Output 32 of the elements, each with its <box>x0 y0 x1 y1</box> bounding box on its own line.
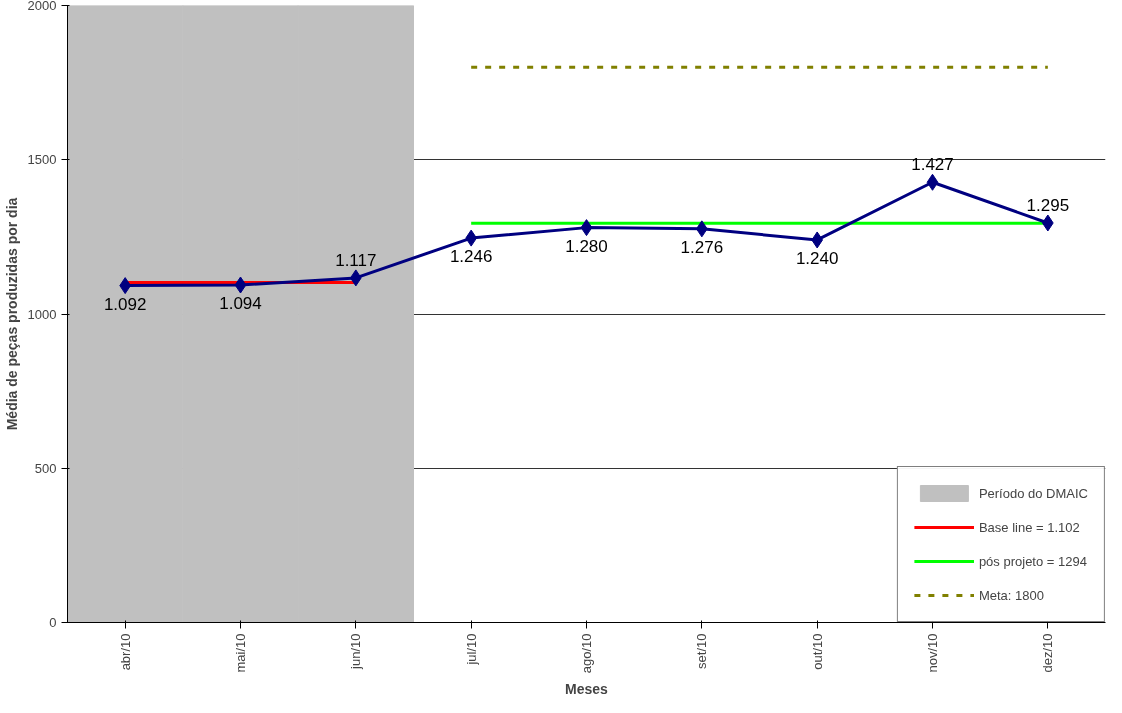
data-label: 1.246 <box>449 247 493 267</box>
point <box>926 173 939 191</box>
legend-label: Período do DMAIC <box>978 485 1088 501</box>
x-tick-label: mai/10 <box>233 633 248 673</box>
y-tick-label: 2000 <box>27 0 57 13</box>
data-label: 1.092 <box>103 294 147 314</box>
x-tick-label: ago/10 <box>579 633 594 674</box>
data-label: 1.276 <box>680 237 724 257</box>
data-label: 1.240 <box>795 248 839 268</box>
legend-label: Meta: 1800 <box>978 587 1044 603</box>
data-label: 1.280 <box>565 236 608 256</box>
x-tick-label: set/10 <box>694 633 710 669</box>
x-tick-label: out/10 <box>809 633 825 670</box>
legend-label: pós projeto = 1294 <box>978 553 1087 569</box>
data-label: 1.295 <box>1026 195 1070 215</box>
point <box>234 276 247 294</box>
y-tick-label: 1500 <box>27 152 57 168</box>
x-axis-title: Meses <box>565 681 609 698</box>
x-tick-label: abr/10 <box>117 633 133 671</box>
y-axis-title: Média de peças produzidas por dia <box>3 197 20 431</box>
y-tick-label: 1000 <box>27 306 57 322</box>
legend-label: Base line = 1.102 <box>978 519 1080 535</box>
x-tick-label: jun/10 <box>348 633 364 670</box>
x-tick-label: nov/10 <box>925 633 940 673</box>
x-tick-label: jul/10 <box>463 633 479 666</box>
point <box>580 219 593 237</box>
y-tick-label: 500 <box>34 460 57 476</box>
data-label: 1.117 <box>335 250 377 270</box>
data-label: 1.427 <box>911 155 954 175</box>
data-label: 1.094 <box>219 294 262 313</box>
y-tick-label: 0 <box>49 615 57 630</box>
x-tick-label: dez/10 <box>1040 633 1056 673</box>
